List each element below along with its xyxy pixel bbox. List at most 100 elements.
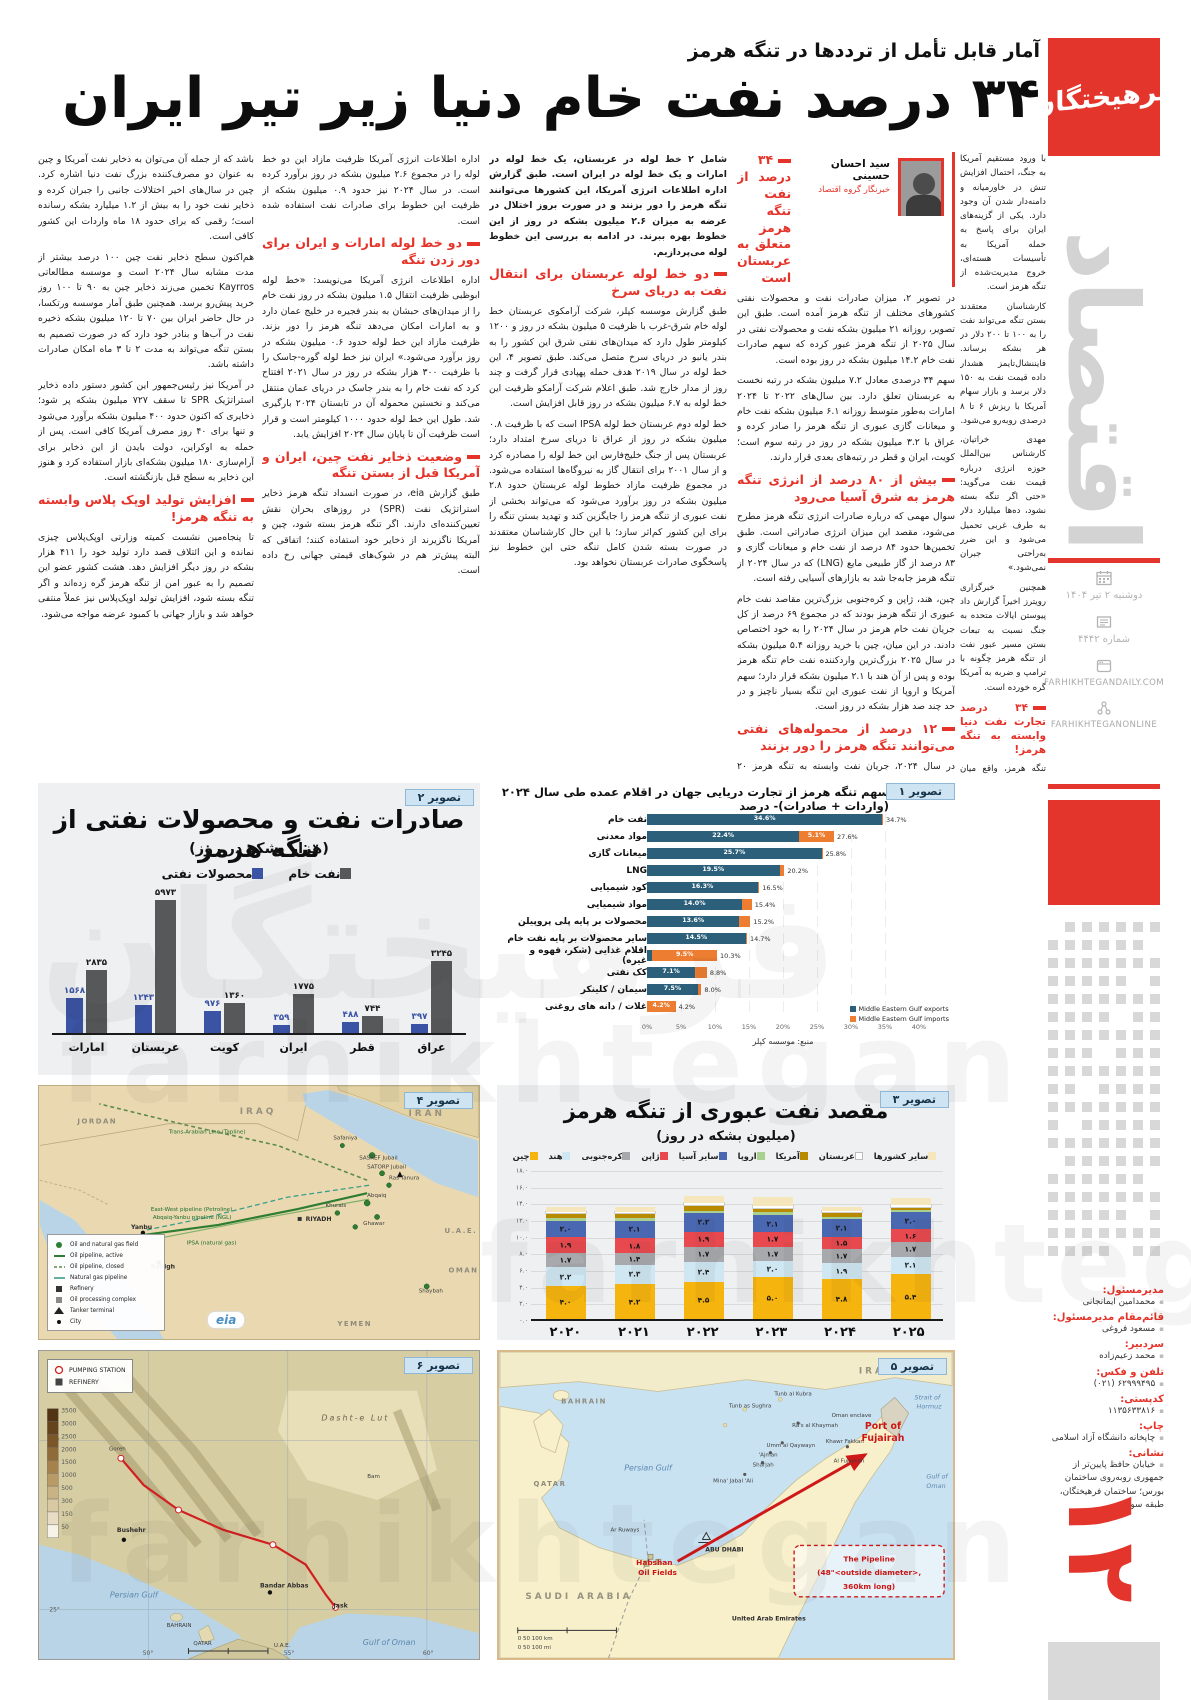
chart3-segment: ۲.۱: [890, 1256, 931, 1274]
chart1-x-tick: 35%: [877, 1023, 893, 1031]
map-label: SAUDI ARABIA: [525, 1592, 632, 1602]
legend-label: هند: [548, 1151, 563, 1161]
map-label: Ra's al Khaymah: [792, 1423, 838, 1429]
chart2-bar-value: ۳۵۹: [273, 1013, 290, 1024]
elevation-value: 300: [61, 1498, 73, 1505]
dot: [1099, 1246, 1109, 1256]
chart2-legend-item: محصولات نفتی: [162, 867, 269, 881]
section-heading: ۱۲ درصد از محموله‌های نفتی می‌توانند تنگ…: [737, 721, 955, 755]
chart1-row-label: کک نفتی: [606, 967, 647, 978]
dot: [1065, 1030, 1075, 1040]
chart3-segment-value: ۴.۰: [559, 1297, 572, 1307]
chart3-segment: ۲.۲: [683, 1213, 724, 1232]
dot: [1150, 958, 1160, 968]
chart1-import-segment: [698, 984, 702, 995]
chart3-y-tick: ۱۴.۰: [515, 1200, 528, 1208]
chart1-row-label: اقلام غذایی (شکر، قهوه و غیره): [529, 945, 647, 966]
map4-legend-icon: [52, 1262, 66, 1272]
chart2-group: ۳۵۹ ۱۷۷۵: [259, 895, 328, 1033]
chart1-bar: 7.1% 8.8%: [647, 967, 919, 978]
chart1-bar: 7.5% 8.0%: [647, 984, 919, 995]
map-label: SATORP Jubail: [367, 1164, 406, 1170]
map-label: Safaniya: [333, 1136, 357, 1142]
chart3-gridline: [531, 1204, 943, 1206]
chart3-legend-item: سایر آسیا: [679, 1151, 730, 1161]
map-label: Port of: [865, 1421, 902, 1432]
map4-legend-item: Refinery: [52, 1283, 160, 1294]
dot: [1150, 922, 1160, 932]
issue-date: دوشنبه ۲ تیر ۱۴۰۴: [1065, 590, 1143, 601]
chart-oil-exports: تصویر ۲ صادرات نفت و محصولات نفتی از تنگ…: [38, 783, 480, 1075]
dot: [1150, 1246, 1160, 1256]
chart3-segment: ۱.۷: [683, 1247, 724, 1262]
map4-legend-item: Natural gas pipeline: [52, 1272, 160, 1283]
map-label: Oman enclave: [832, 1413, 872, 1419]
section-name: اقتصاد: [1045, 229, 1160, 552]
map-label: SASREF Jubail: [359, 1155, 398, 1161]
map-label: Fujairah: [861, 1433, 904, 1444]
calendar-icon: [1044, 570, 1164, 590]
svg-text:0 50 100 km: 0 50 100 km: [518, 1636, 553, 1642]
chart3-segment-value: ۲.۰: [766, 1264, 779, 1274]
chart1-total-value: 25.8%: [825, 849, 847, 858]
chart3-segment: [545, 1218, 586, 1221]
chart1-row-label: سیمان / کلینکر: [580, 984, 647, 995]
dot: [1082, 1066, 1092, 1076]
dot: [1065, 940, 1075, 950]
dot: [1065, 1156, 1075, 1166]
legend-swatch: [659, 1152, 668, 1160]
legend-label: سایر کشورها: [873, 1151, 929, 1161]
dot: [1048, 1030, 1058, 1040]
chart2-bar: ۳۲۴۵: [431, 949, 452, 1033]
map4-legend-item: Oil pipeline, active: [52, 1250, 160, 1261]
chart2-category-label: عربستان: [131, 1041, 180, 1054]
chart3-y-tick: ۱۲.۰: [515, 1217, 528, 1225]
chart3-segment: ۱.۹: [821, 1263, 862, 1279]
chart1-import-segment: [882, 814, 883, 825]
chart3-segment-value: ۱.۴: [628, 1254, 641, 1264]
dot: [1082, 1174, 1092, 1184]
chart3-segment-value: ۱.۹: [559, 1240, 572, 1250]
chart2-bar-value: ۷۴۴: [364, 1004, 381, 1015]
legend-swatch: [756, 1152, 765, 1160]
map-label: RIYADH: [306, 1216, 332, 1223]
map4-legend: Oil and natural gas field Oil pipeline, a…: [47, 1234, 165, 1331]
dot: [1133, 1012, 1143, 1022]
map-label: Strait of: [915, 1393, 942, 1401]
dot: [1116, 1174, 1126, 1184]
legend-label: نفت خام: [288, 867, 341, 881]
heading-dash-icon: [1033, 705, 1046, 710]
article-paragraph: مهدی خراتیان، کارشناس بین‌الملل حوزه انر…: [960, 435, 1046, 574]
dot: [1099, 1156, 1109, 1166]
chart2-bar-value: ۳۲۴۵: [430, 948, 453, 959]
chart3-stacked-bar: ۴.۵ ۲.۴ ۱.۷ ۱.۹ ۲.۲: [682, 1195, 725, 1319]
section-heading: افزایش تولید اوپک پلاس وابسته به تنگه هر…: [38, 492, 254, 526]
social-handle: FARHIKHTEGANONLINE: [1050, 720, 1158, 730]
chart3-segment: [545, 1213, 586, 1219]
chart1-row: محصولات بر پایه پلی پروپیلن 13.6% 15.2%: [497, 913, 955, 930]
dot: [1048, 1138, 1058, 1148]
map-label: IPSA (natural gas): [187, 1241, 237, 1247]
chart1-x-tick: 5%: [675, 1023, 687, 1031]
map-saudi-pipelines: تصویر ۴ JORDANIRAQIRANEGYPTU.A.E.OMANYEM…: [38, 1085, 480, 1340]
dot: [1065, 1012, 1075, 1022]
chart3-segment: ۲.۱: [614, 1220, 655, 1239]
chart3-gridline: [531, 1221, 943, 1222]
dot: [1116, 1066, 1126, 1076]
map-label: 'Ajman: [759, 1453, 779, 1459]
legend-swatch: [340, 868, 352, 879]
dot: [1099, 1084, 1109, 1094]
chart3-segment: ۴.۵: [683, 1281, 724, 1319]
chart3-segment: [614, 1207, 655, 1212]
chart1-import-value: 4.2%: [652, 1002, 670, 1009]
staff-label: کدپستی:: [1120, 1393, 1164, 1405]
map4-legend-text: Oil processing complex: [70, 1296, 137, 1303]
reporter-photo: [898, 158, 944, 216]
chart1-row-label: نفت خام: [608, 814, 647, 825]
chart3-segment: ۱.۴: [614, 1253, 655, 1265]
article-column-2: شامل ۲ خط لوله در عربستان، یک خط لوله در…: [489, 152, 727, 774]
dot: [1082, 1228, 1092, 1238]
map-label: East-West pipeline (Petroline): [151, 1207, 233, 1213]
chart3-subtitle: (میلیون بشکه در روز): [656, 1129, 796, 1144]
newspaper-logo: فرهیختگان: [1033, 38, 1175, 156]
